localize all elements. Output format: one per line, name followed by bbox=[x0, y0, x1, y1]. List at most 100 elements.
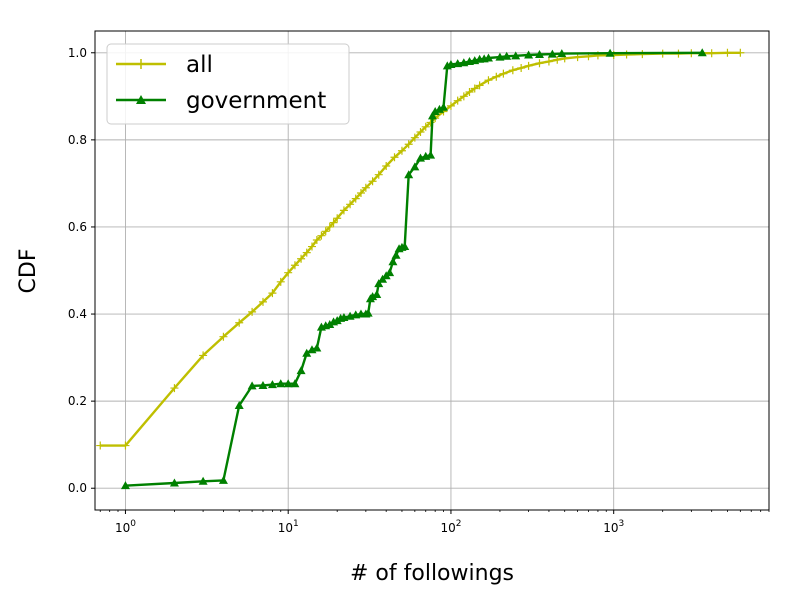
data-point-all bbox=[121, 441, 130, 450]
data-point-government bbox=[368, 292, 378, 301]
data-point-all bbox=[346, 200, 355, 209]
data-point-all bbox=[723, 48, 732, 57]
data-point-government bbox=[534, 50, 544, 59]
data-point-all bbox=[446, 101, 455, 110]
data-point-all bbox=[351, 194, 360, 203]
data-point-all bbox=[219, 332, 228, 341]
data-point-all bbox=[736, 48, 745, 57]
y-tick-label: 0.6 bbox=[68, 220, 87, 234]
data-point-government bbox=[446, 60, 456, 69]
data-point-all bbox=[374, 170, 383, 179]
x-tick-label: 100 bbox=[115, 519, 136, 535]
data-point-government bbox=[302, 348, 312, 357]
data-point-all bbox=[284, 268, 293, 277]
data-point-government bbox=[430, 107, 440, 116]
data-point-government bbox=[283, 379, 293, 388]
x-axis-ticks: 100 101 102 103 bbox=[99, 510, 770, 535]
data-point-government bbox=[426, 150, 436, 159]
data-point-all bbox=[307, 242, 316, 251]
data-point-all bbox=[544, 57, 553, 66]
legend: all government bbox=[106, 43, 350, 125]
data-point-all bbox=[404, 140, 413, 149]
data-point-all bbox=[390, 153, 399, 162]
data-point-all bbox=[475, 81, 484, 90]
data-point-all bbox=[96, 441, 105, 450]
data-point-government bbox=[410, 162, 420, 171]
data-point-government bbox=[385, 268, 395, 277]
data-point-government bbox=[363, 308, 373, 317]
data-point-government bbox=[388, 257, 398, 266]
data-point-government bbox=[697, 48, 707, 57]
data-point-all bbox=[302, 248, 311, 257]
data-point-all bbox=[317, 231, 326, 240]
data-point-government bbox=[434, 104, 444, 113]
data-point-government bbox=[391, 250, 401, 259]
y-axis-label: CDF bbox=[16, 249, 41, 294]
legend-marker-government bbox=[136, 95, 146, 104]
y-tick-label: 0.4 bbox=[68, 307, 87, 321]
data-point-all bbox=[397, 146, 406, 155]
data-point-government bbox=[524, 50, 534, 59]
x-axis-label: # of followings bbox=[350, 561, 514, 586]
data-point-government bbox=[547, 49, 557, 58]
data-point-all bbox=[622, 50, 631, 59]
data-point-all bbox=[453, 96, 462, 105]
data-point-all bbox=[329, 218, 338, 227]
legend-label-all: all bbox=[186, 52, 213, 78]
data-point-government bbox=[312, 343, 322, 352]
data-point-all bbox=[248, 307, 257, 316]
data-point-all bbox=[524, 61, 533, 70]
x-tick-label: 103 bbox=[603, 519, 624, 535]
x-tick-label: 102 bbox=[440, 519, 461, 535]
data-point-all bbox=[297, 254, 306, 263]
data-point-government bbox=[427, 111, 437, 120]
data-point-all bbox=[484, 76, 493, 85]
data-point-all bbox=[290, 261, 299, 270]
data-point-government bbox=[372, 289, 382, 298]
y-tick-label: 0.0 bbox=[68, 481, 87, 495]
data-point-all bbox=[235, 318, 244, 327]
data-point-government bbox=[296, 366, 306, 375]
data-point-government bbox=[557, 49, 567, 58]
data-point-government bbox=[453, 59, 463, 68]
data-point-government bbox=[276, 379, 286, 388]
data-point-all bbox=[492, 72, 501, 81]
plot-frame bbox=[94, 30, 770, 511]
series-government bbox=[120, 48, 707, 490]
data-point-government bbox=[404, 170, 414, 179]
data-point-all bbox=[517, 64, 526, 73]
data-point-all bbox=[508, 66, 517, 75]
legend-marker-all bbox=[136, 59, 146, 69]
data-point-government bbox=[247, 381, 257, 390]
y-tick-label: 0.8 bbox=[68, 133, 87, 147]
data-point-all bbox=[325, 222, 334, 231]
data-point-all bbox=[368, 177, 377, 186]
data-point-government bbox=[374, 279, 384, 288]
data-point-all bbox=[361, 183, 370, 192]
data-point-all bbox=[535, 59, 544, 68]
legend-label-government: government bbox=[186, 88, 326, 114]
data-point-all bbox=[707, 49, 716, 58]
y-axis-ticks: 0.0 0.2 0.4 0.6 0.8 1.0 bbox=[68, 46, 95, 495]
data-point-government bbox=[325, 319, 335, 328]
data-point-all bbox=[321, 227, 330, 236]
data-point-government bbox=[267, 380, 277, 389]
data-point-government bbox=[120, 481, 130, 490]
data-point-government bbox=[439, 102, 449, 111]
data-point-government bbox=[169, 478, 179, 487]
data-point-all bbox=[465, 87, 474, 96]
data-point-government bbox=[218, 475, 228, 484]
data-point-all bbox=[312, 236, 321, 245]
data-point-government bbox=[502, 51, 512, 60]
data-point-government bbox=[483, 53, 493, 62]
data-point-all bbox=[553, 55, 562, 64]
data-point-government bbox=[258, 380, 268, 389]
data-point-government bbox=[511, 51, 521, 60]
data-point-government bbox=[605, 48, 615, 57]
data-point-all bbox=[382, 161, 391, 170]
data-point-all bbox=[268, 289, 277, 298]
data-point-all bbox=[410, 133, 419, 142]
data-point-all bbox=[416, 128, 425, 137]
data-point-all bbox=[276, 277, 285, 286]
